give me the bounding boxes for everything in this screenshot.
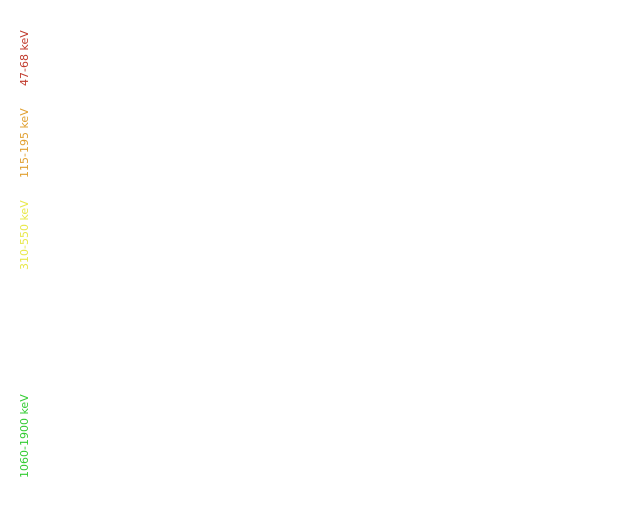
legend-label-310-550-kev: 310-550 keV: [18, 200, 31, 270]
legend-label-115-195-kev: 115-195 keV: [18, 108, 31, 178]
legend-label-47-68-kev: 47-68 keV: [18, 30, 31, 86]
legend-label-1060-1900-kev: 1060-1900 keV: [18, 394, 31, 478]
